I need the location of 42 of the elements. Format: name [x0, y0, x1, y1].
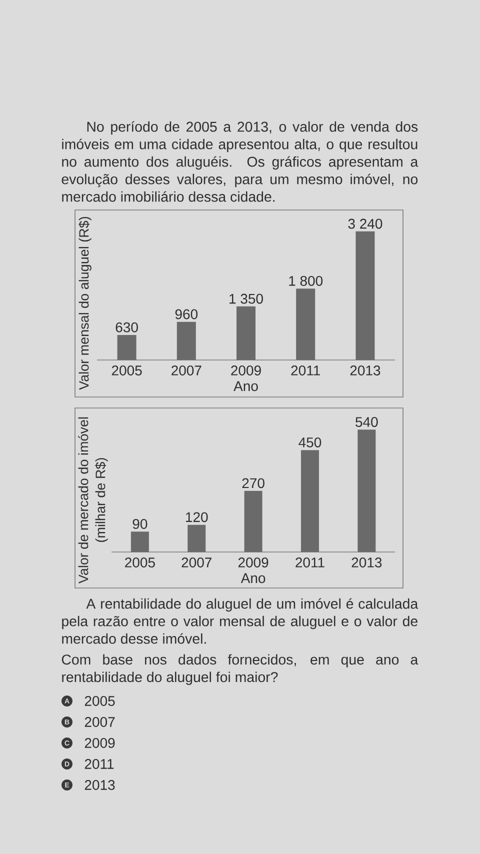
data-label: 630 — [116, 322, 138, 332]
x-tick-label: 2007 — [182, 558, 212, 568]
bar — [130, 532, 149, 552]
data-label: 1 350 — [230, 294, 263, 304]
text: A rentabilidade do aluguel de um imóvel é calculada pela razão entre o valor mensal de aluguel e o valor de mercado desse imóvel. — [62, 598, 418, 644]
x-tick-label: 2009 — [231, 366, 261, 376]
text: 2007 — [84, 717, 115, 727]
text: 2013 — [84, 780, 115, 790]
x-tick-label: 2005 — [112, 366, 142, 376]
data-label: 450 — [298, 437, 322, 448]
data-label: 1 800 — [289, 276, 323, 286]
bar — [176, 322, 196, 360]
text: 2011 — [84, 759, 114, 769]
bar — [356, 231, 375, 360]
bar — [244, 490, 262, 552]
bar — [296, 288, 316, 360]
bar — [188, 524, 206, 552]
data-label: 120 — [186, 512, 208, 522]
x-axis-title: Ano — [234, 381, 258, 392]
x-tick-label: 2011 — [296, 558, 324, 568]
bar — [117, 335, 136, 360]
y-axis-title: Valor mensal do aluguel (R$) — [78, 216, 92, 390]
text: 2005 — [84, 696, 115, 706]
x-tick-label: 2005 — [125, 558, 155, 568]
data-label: 960 — [175, 309, 198, 320]
data-label: 270 — [242, 478, 264, 488]
text: Com base nos dados fornecidos, em que ano a rentabilidade do aluguel foi maior? — [62, 654, 418, 685]
x-axis-title: Ano — [240, 573, 266, 584]
text: 2009 — [84, 738, 115, 748]
text: No período de 2005 a 2013, o valor de venda dos imóveis em uma cidade apresentou alta, o que resultou no aumento dos aluguéis. Os gráficos apresentam a evolução desses valores, para um mesmo imóvel, no mercado imobiliário dessa cidade. — [62, 121, 418, 202]
data-label: 540 — [356, 417, 378, 427]
data-label: 90 — [132, 518, 148, 529]
bar — [358, 430, 376, 552]
x-tick-label: 2011 — [291, 366, 320, 376]
x-tick-label: 2009 — [238, 558, 268, 568]
data-label: 3 240 — [348, 218, 382, 229]
x-tick-label: 2013 — [352, 558, 382, 568]
y-axis-title: Valor de mercado do imóvel (milhar de R$) — [78, 417, 108, 584]
x-tick-label: 2013 — [350, 366, 380, 376]
x-tick-label: 2007 — [172, 366, 202, 376]
bar — [300, 450, 319, 552]
bar — [236, 306, 256, 360]
